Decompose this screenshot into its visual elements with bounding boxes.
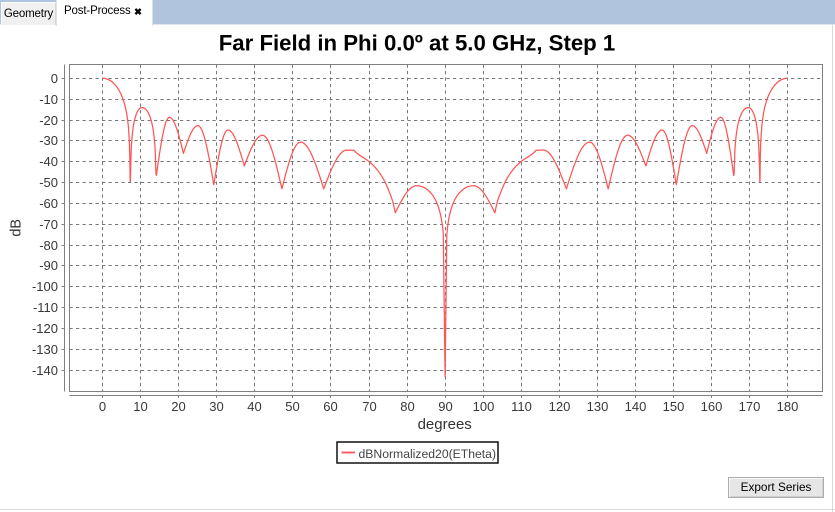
svg-text:Far Field in Phi 0.0º at 5.0 G: Far Field in Phi 0.0º at 5.0 GHz, Step 1 — [219, 31, 616, 56]
svg-text:-100: -100 — [32, 279, 58, 294]
svg-text:-130: -130 — [32, 342, 58, 357]
svg-text:20: 20 — [171, 399, 185, 414]
svg-text:100: 100 — [473, 399, 495, 414]
svg-text:-110: -110 — [33, 300, 58, 315]
svg-text:150: 150 — [663, 399, 685, 414]
svg-text:60: 60 — [323, 399, 337, 414]
svg-text:-40: -40 — [39, 154, 58, 169]
svg-text:-60: -60 — [39, 196, 58, 211]
svg-text:50: 50 — [285, 399, 299, 414]
svg-text:degrees: degrees — [418, 416, 472, 433]
svg-text:80: 80 — [400, 399, 414, 414]
svg-text:-20: -20 — [39, 113, 58, 128]
svg-text:40: 40 — [247, 399, 261, 414]
svg-text:-10: -10 — [39, 92, 58, 107]
svg-text:-140: -140 — [32, 363, 58, 378]
svg-text:-90: -90 — [39, 258, 58, 273]
svg-text:-30: -30 — [39, 133, 58, 148]
svg-text:-80: -80 — [39, 238, 58, 253]
svg-text:dB: dB — [9, 219, 25, 237]
svg-text:30: 30 — [209, 399, 223, 414]
svg-text:110: 110 — [511, 399, 532, 414]
svg-text:130: 130 — [587, 399, 609, 414]
svg-text:70: 70 — [362, 399, 376, 414]
svg-text:180: 180 — [777, 399, 799, 414]
svg-text:120: 120 — [549, 399, 571, 414]
svg-text:0: 0 — [51, 71, 58, 86]
svg-text:-50: -50 — [39, 175, 58, 190]
svg-text:90: 90 — [438, 399, 452, 414]
svg-text:0: 0 — [99, 399, 106, 414]
svg-text:140: 140 — [625, 399, 647, 414]
svg-text:-70: -70 — [39, 217, 58, 232]
svg-text:-120: -120 — [32, 321, 58, 336]
svg-text:170: 170 — [739, 399, 761, 414]
svg-text:dBNormalized20(ETheta): dBNormalized20(ETheta) — [359, 447, 497, 461]
svg-text:160: 160 — [701, 399, 723, 414]
svg-text:10: 10 — [133, 399, 147, 414]
